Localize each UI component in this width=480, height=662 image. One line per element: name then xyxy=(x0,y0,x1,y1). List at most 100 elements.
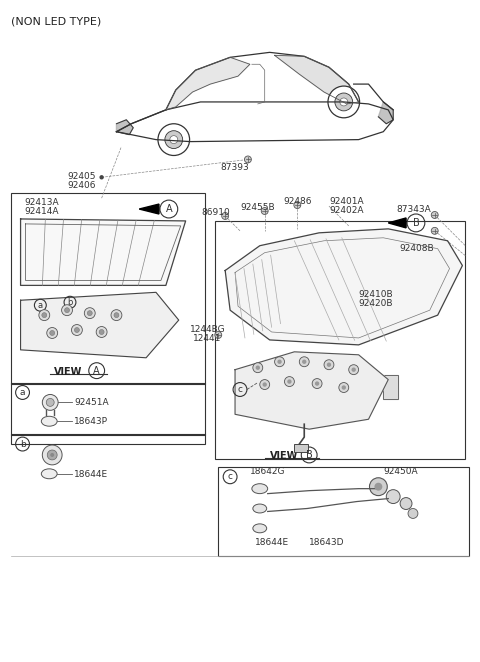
Circle shape xyxy=(277,359,282,364)
Text: B: B xyxy=(413,218,420,228)
Text: VIEW: VIEW xyxy=(270,451,298,461)
Circle shape xyxy=(165,130,183,148)
Circle shape xyxy=(339,383,349,393)
Polygon shape xyxy=(21,219,186,285)
Circle shape xyxy=(342,385,346,390)
Text: A: A xyxy=(166,204,172,214)
Circle shape xyxy=(335,93,353,111)
Polygon shape xyxy=(378,102,393,124)
Circle shape xyxy=(386,490,400,504)
Circle shape xyxy=(74,328,79,332)
Text: b: b xyxy=(20,440,25,449)
Polygon shape xyxy=(139,204,159,214)
Circle shape xyxy=(84,308,95,318)
Circle shape xyxy=(39,310,50,320)
Bar xyxy=(11,434,205,435)
Text: 92455B: 92455B xyxy=(240,203,275,212)
Text: B: B xyxy=(306,450,312,460)
Circle shape xyxy=(349,365,359,375)
Polygon shape xyxy=(117,120,133,134)
Bar xyxy=(11,193,205,444)
Text: (NON LED TYPE): (NON LED TYPE) xyxy=(11,17,101,26)
Text: VIEW: VIEW xyxy=(54,367,83,377)
Ellipse shape xyxy=(41,416,57,426)
Polygon shape xyxy=(388,218,406,228)
Text: b: b xyxy=(67,298,72,307)
Circle shape xyxy=(158,124,190,156)
Text: 18644E: 18644E xyxy=(74,470,108,479)
Text: 92413A: 92413A xyxy=(24,198,59,207)
Circle shape xyxy=(96,326,107,338)
Circle shape xyxy=(351,367,356,372)
Text: 92405: 92405 xyxy=(67,172,96,181)
Circle shape xyxy=(261,208,268,214)
Circle shape xyxy=(50,453,54,457)
Circle shape xyxy=(47,450,57,460)
Circle shape xyxy=(302,359,306,364)
Text: 92408B: 92408B xyxy=(399,244,434,253)
Circle shape xyxy=(244,156,252,163)
Circle shape xyxy=(99,330,104,334)
Circle shape xyxy=(400,498,412,510)
Circle shape xyxy=(287,379,291,384)
Text: 18643D: 18643D xyxy=(309,538,345,547)
Circle shape xyxy=(42,445,62,465)
Text: 92401A: 92401A xyxy=(329,197,363,206)
Text: 92486: 92486 xyxy=(283,197,312,206)
Text: A: A xyxy=(94,365,100,375)
Circle shape xyxy=(64,308,70,312)
Circle shape xyxy=(315,381,319,386)
Circle shape xyxy=(431,212,438,218)
Circle shape xyxy=(300,357,309,367)
Text: a: a xyxy=(38,301,43,310)
Text: 18642G: 18642G xyxy=(250,467,286,476)
Circle shape xyxy=(285,377,294,387)
Ellipse shape xyxy=(252,484,268,494)
Bar xyxy=(216,221,466,459)
Circle shape xyxy=(253,363,263,373)
Text: c: c xyxy=(238,385,242,394)
Bar xyxy=(384,375,398,399)
Text: 18643P: 18643P xyxy=(74,417,108,426)
Ellipse shape xyxy=(41,469,57,479)
Circle shape xyxy=(61,305,72,316)
Circle shape xyxy=(263,383,267,387)
Polygon shape xyxy=(225,229,462,345)
Circle shape xyxy=(42,395,58,410)
Circle shape xyxy=(42,312,47,318)
Circle shape xyxy=(111,310,122,320)
Circle shape xyxy=(215,332,222,338)
Circle shape xyxy=(50,330,55,336)
Circle shape xyxy=(327,363,331,367)
Circle shape xyxy=(114,312,119,318)
Text: 92451A: 92451A xyxy=(74,399,108,407)
Circle shape xyxy=(275,357,285,367)
Circle shape xyxy=(100,176,103,179)
Ellipse shape xyxy=(253,504,267,513)
Ellipse shape xyxy=(253,524,267,533)
Text: 92414A: 92414A xyxy=(24,207,59,216)
Circle shape xyxy=(260,379,270,389)
Circle shape xyxy=(431,227,438,234)
Circle shape xyxy=(87,310,92,316)
Circle shape xyxy=(72,324,83,336)
Text: 87393: 87393 xyxy=(221,164,250,172)
Text: 87343A: 87343A xyxy=(396,205,431,214)
Bar xyxy=(30,305,129,348)
Circle shape xyxy=(340,98,348,106)
Bar xyxy=(218,467,469,556)
Circle shape xyxy=(370,478,387,496)
Circle shape xyxy=(46,399,54,406)
Circle shape xyxy=(170,136,178,144)
Text: 12441: 12441 xyxy=(193,334,222,343)
Circle shape xyxy=(374,483,383,491)
Text: c: c xyxy=(228,472,233,481)
Polygon shape xyxy=(21,293,179,357)
Circle shape xyxy=(324,359,334,369)
Polygon shape xyxy=(235,352,388,429)
Polygon shape xyxy=(384,375,398,399)
Circle shape xyxy=(312,379,322,389)
Text: 86910: 86910 xyxy=(201,208,229,217)
Text: 1244BG: 1244BG xyxy=(190,325,225,334)
Text: a: a xyxy=(20,388,25,397)
